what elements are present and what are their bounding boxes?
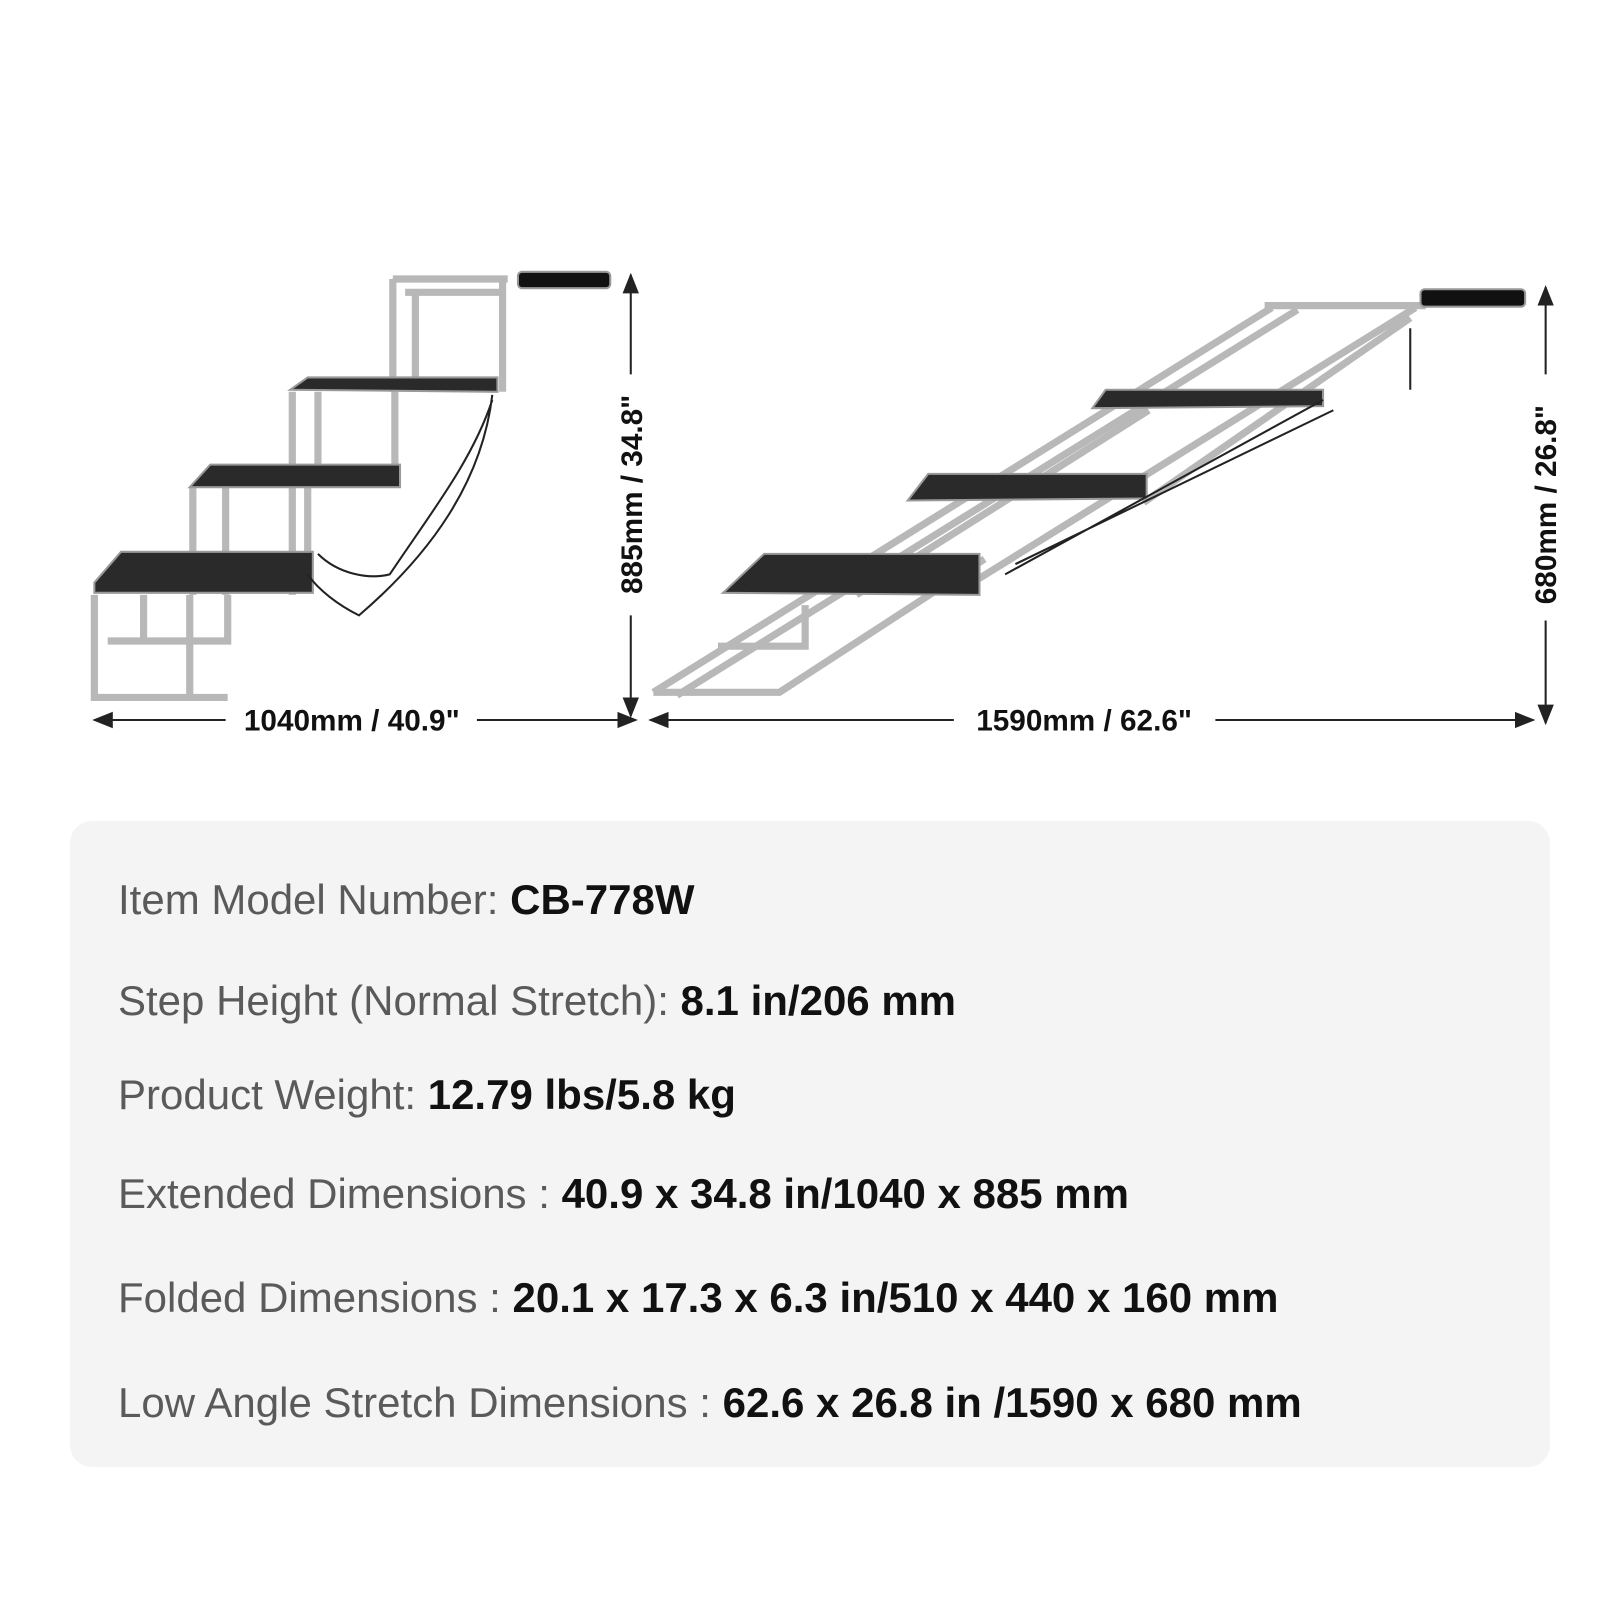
spec-extended-dimensions: Extended Dimensions : 40.9 x 34.8 in/104… bbox=[118, 1170, 1129, 1218]
low-angle-stairs-treads bbox=[720, 288, 1527, 596]
low-angle-height-label: 680mm / 26.8" bbox=[1530, 405, 1563, 604]
product-diagrams: 1040mm / 40.9" 885mm / 34.8" 1590mm / 62… bbox=[90, 270, 1563, 737]
spec-label: Folded Dimensions : bbox=[118, 1274, 513, 1321]
extended-height-label: 885mm / 34.8" bbox=[616, 395, 649, 594]
extended-stairs-treads bbox=[93, 270, 612, 594]
spec-low-angle-dimensions: Low Angle Stretch Dimensions : 62.6 x 26… bbox=[118, 1379, 1302, 1427]
low-angle-stairs-illustration bbox=[651, 302, 1426, 699]
spec-label: Low Angle Stretch Dimensions : bbox=[118, 1379, 723, 1426]
spec-label: Item Model Number: bbox=[118, 876, 511, 923]
spec-value: CB-778W bbox=[510, 876, 695, 923]
specifications-panel: Item Model Number: CB-778W Step Height (… bbox=[70, 821, 1550, 1467]
spec-model-number: Item Model Number: CB-778W bbox=[118, 876, 695, 924]
spec-label: Extended Dimensions : bbox=[118, 1170, 562, 1217]
spec-value: 12.79 lbs/5.8 kg bbox=[427, 1071, 736, 1118]
low-angle-width-label: 1590mm / 62.6" bbox=[976, 704, 1192, 737]
spec-product-weight: Product Weight: 12.79 lbs/5.8 kg bbox=[118, 1071, 736, 1119]
spec-label: Step Height (Normal Stretch): bbox=[118, 977, 681, 1024]
spec-value: 40.9 x 34.8 in/1040 x 885 mm bbox=[561, 1170, 1129, 1217]
low-angle-strap bbox=[1004, 328, 1412, 576]
spec-folded-dimensions: Folded Dimensions : 20.1 x 17.3 x 6.3 in… bbox=[118, 1274, 1278, 1322]
extended-width-label: 1040mm / 40.9" bbox=[244, 704, 460, 737]
spec-label: Product Weight: bbox=[118, 1071, 428, 1118]
spec-value: 62.6 x 26.8 in /1590 x 680 mm bbox=[722, 1379, 1302, 1426]
extended-strap bbox=[306, 394, 494, 617]
spec-value: 8.1 in/206 mm bbox=[680, 977, 957, 1024]
spec-value: 20.1 x 17.3 x 6.3 in/510 x 440 x 160 mm bbox=[512, 1274, 1279, 1321]
spec-step-height: Step Height (Normal Stretch): 8.1 in/206… bbox=[118, 977, 956, 1025]
